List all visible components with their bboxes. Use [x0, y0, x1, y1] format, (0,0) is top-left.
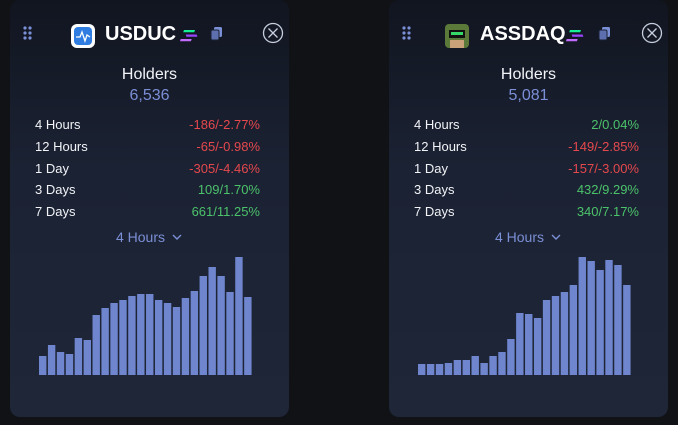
period-label: 1 Day	[35, 160, 69, 176]
bar	[435, 364, 444, 375]
period-change: 340/7.17%	[576, 204, 639, 220]
period-label: 12 Hours	[35, 138, 88, 154]
drag-handle[interactable]	[402, 26, 411, 40]
chevron	[172, 234, 182, 240]
bar	[244, 297, 252, 375]
bar	[163, 303, 172, 375]
card-header-icons	[23, 22, 284, 48]
token-name: USDUC	[105, 23, 177, 45]
period-change: 109/1.70%	[197, 182, 260, 198]
bar	[489, 356, 497, 375]
period-label: 12 Hours	[414, 138, 467, 154]
bar	[146, 294, 154, 375]
period-change: 432/9.29%	[576, 182, 639, 198]
token-logo	[445, 24, 469, 48]
chain-icon	[179, 30, 198, 42]
bar	[101, 308, 109, 375]
bar	[217, 276, 225, 375]
bar	[83, 340, 91, 375]
bar	[614, 265, 622, 375]
bar	[516, 313, 524, 375]
token-name: ASSDAQ	[480, 23, 566, 45]
period-change: -186/-2.77%	[189, 117, 260, 132]
bar	[453, 360, 462, 375]
bar	[226, 292, 234, 375]
bar	[418, 364, 426, 375]
bar	[507, 339, 515, 375]
bar	[533, 318, 542, 375]
period-change: 2/0.04%	[591, 117, 639, 132]
close-button[interactable]	[262, 22, 284, 44]
holders-label: Holders	[500, 66, 557, 83]
bar	[578, 257, 586, 375]
bar	[426, 364, 435, 375]
bar	[208, 267, 216, 375]
bar	[181, 298, 190, 375]
dropdown-text: 4 Hours	[494, 229, 545, 245]
period-label: 7 Days	[35, 204, 76, 220]
bar	[444, 363, 453, 375]
holders-value: 6,536	[129, 87, 170, 104]
bar	[154, 300, 163, 375]
period-label: 1 Day	[414, 160, 448, 176]
chevron	[551, 234, 561, 240]
bar	[542, 300, 551, 375]
period-change: -305/-4.46%	[189, 160, 260, 176]
card-header-icons	[402, 22, 663, 48]
close-button[interactable]	[641, 22, 663, 44]
holders-bar-chart	[39, 257, 252, 375]
period-label: 4 Hours	[414, 117, 460, 132]
bar	[498, 352, 506, 375]
bar	[587, 261, 595, 375]
period-change: -65/-0.98%	[196, 138, 260, 154]
holders-bar-chart	[418, 257, 631, 375]
copy-icon[interactable]	[210, 27, 222, 41]
bar	[128, 296, 136, 375]
bar	[596, 270, 604, 375]
chain-icon	[565, 30, 584, 42]
bar	[65, 354, 74, 375]
bar	[137, 294, 145, 375]
token-card: ASSDAQ Holders 5,081 4 Hours 2/0.04% 12 Hours…	[389, 0, 668, 417]
period-change: 661/11.25%	[191, 204, 260, 220]
period-label: 7 Days	[414, 204, 455, 220]
period-label: 4 Hours	[35, 117, 81, 132]
holders-value: 5,081	[508, 87, 549, 104]
bar	[471, 356, 479, 375]
bar	[92, 315, 100, 375]
bar	[551, 296, 560, 375]
bar	[623, 285, 631, 375]
bar	[56, 352, 65, 375]
bar	[74, 338, 83, 375]
period-dropdown[interactable]: 4 Hours	[389, 229, 668, 245]
holders-label: Holders	[121, 66, 178, 83]
bar	[235, 257, 243, 375]
bar	[110, 303, 118, 375]
bar	[47, 345, 56, 375]
period-dropdown[interactable]: 4 Hours	[10, 229, 289, 245]
bar	[462, 360, 470, 375]
bar	[480, 363, 488, 375]
bar	[199, 276, 207, 375]
bar	[119, 300, 127, 375]
dropdown-text: 4 Hours	[115, 229, 166, 245]
period-label: 3 Days	[414, 182, 455, 198]
period-change: -149/-2.85%	[568, 138, 639, 154]
bar	[525, 314, 533, 375]
period-label: 3 Days	[35, 182, 76, 198]
bar	[560, 292, 569, 375]
bar	[569, 285, 578, 375]
token-logo	[71, 24, 95, 48]
period-change: -157/-3.00%	[568, 160, 639, 176]
bar	[605, 260, 613, 375]
bar	[172, 307, 181, 375]
drag-handle[interactable]	[23, 26, 32, 40]
bar	[190, 291, 199, 375]
token-card: USDUC Holders 6,536 4 Hours -186/-2.77% 12 Ho…	[10, 0, 289, 417]
copy-icon[interactable]	[598, 27, 610, 41]
bar	[39, 356, 47, 375]
